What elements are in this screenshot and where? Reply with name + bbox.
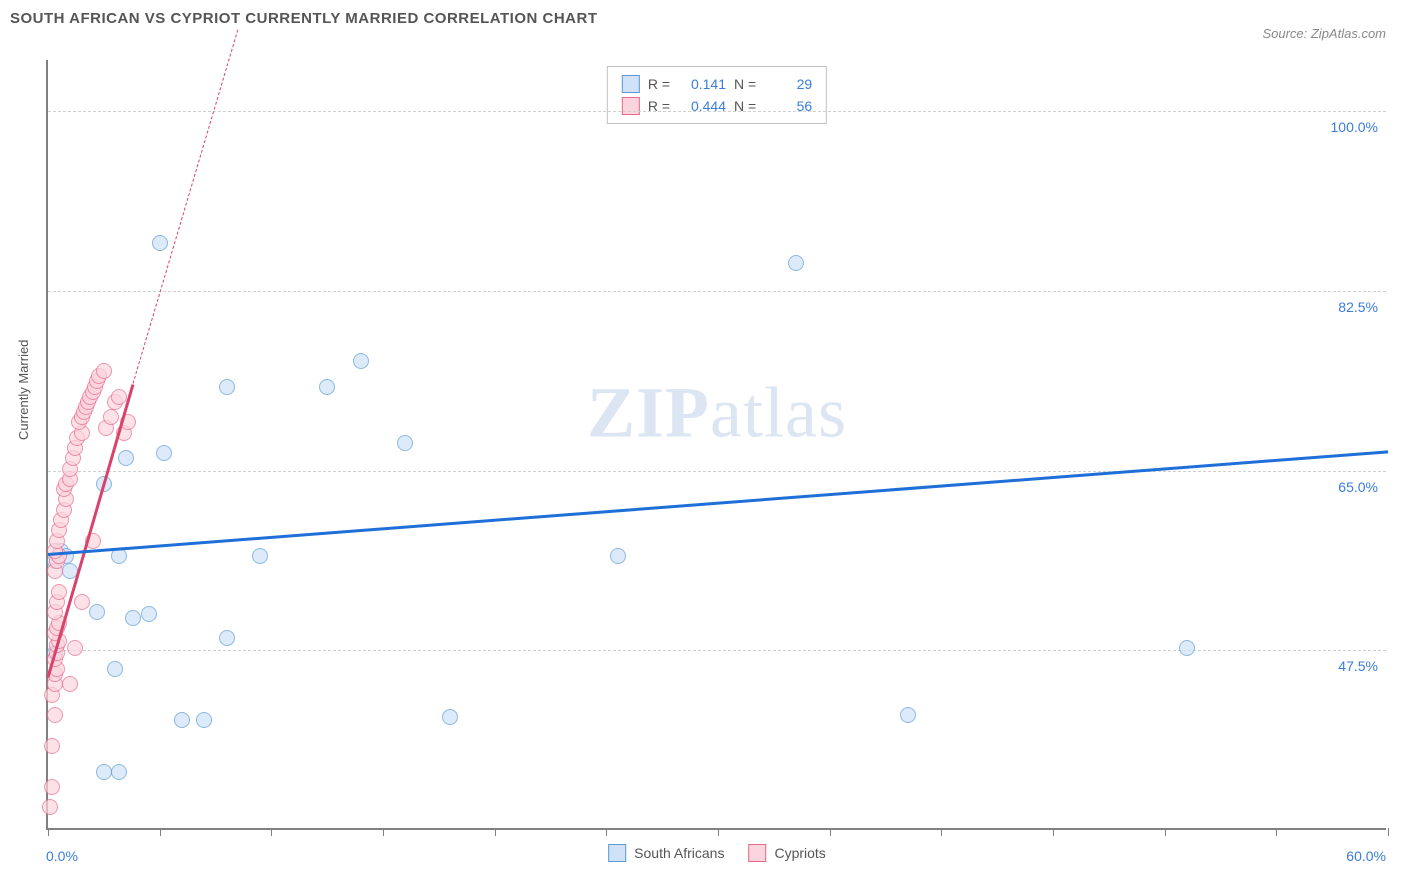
gridline [48,471,1386,472]
data-point [319,379,335,395]
data-point [96,363,112,379]
data-point [125,610,141,626]
data-point [610,548,626,564]
data-point [42,799,58,815]
x-tick [160,828,161,836]
data-point [442,709,458,725]
data-point [96,764,112,780]
chart-title: SOUTH AFRICAN VS CYPRIOT CURRENTLY MARRI… [10,10,1396,27]
y-tick-label: 65.0% [1338,479,1378,495]
data-point [219,630,235,646]
watermark: ZIPatlas [587,372,847,455]
legend-swatch-blue [622,75,640,93]
x-tick [1165,828,1166,836]
data-point [788,255,804,271]
y-tick-label: 47.5% [1338,658,1378,674]
x-tick [830,828,831,836]
source-attribution: Source: ZipAtlas.com [1262,26,1386,41]
legend-stats: R = 0.141 N = 29 R = 0.444 N = 56 [607,66,827,124]
data-point [900,707,916,723]
data-point [44,779,60,795]
n-label: N = [734,95,756,117]
x-tick [1053,828,1054,836]
r-value: 0.444 [678,95,726,117]
r-label: R = [648,95,670,117]
legend-stats-row: R = 0.444 N = 56 [622,95,812,117]
watermark-light: atlas [710,373,847,453]
y-tick-label: 82.5% [1338,299,1378,315]
data-point [252,548,268,564]
chart-container: SOUTH AFRICAN VS CYPRIOT CURRENTLY MARRI… [10,10,1396,882]
data-point [44,738,60,754]
data-point [397,435,413,451]
legend-swatch-blue [608,844,626,862]
trend-line [48,450,1388,556]
trend-line [132,30,238,384]
data-point [103,409,119,425]
gridline [48,291,1386,292]
data-point [156,445,172,461]
legend-item: South Africans [608,844,724,862]
x-tick [606,828,607,836]
y-tick-label: 100.0% [1331,119,1378,135]
data-point [174,712,190,728]
n-value: 29 [764,73,812,95]
data-point [89,604,105,620]
legend-series: South Africans Cypriots [608,844,826,862]
x-tick [1388,828,1389,836]
x-tick [48,828,49,836]
data-point [62,676,78,692]
x-tick [271,828,272,836]
x-axis-max-label: 60.0% [1346,848,1386,864]
data-point [118,450,134,466]
data-point [111,764,127,780]
watermark-bold: ZIP [587,373,710,453]
x-tick [383,828,384,836]
legend-label: South Africans [634,845,724,861]
legend-item: Cypriots [748,844,825,862]
data-point [196,712,212,728]
x-tick [495,828,496,836]
x-tick [718,828,719,836]
data-point [152,235,168,251]
data-point [1179,640,1195,656]
gridline [48,111,1386,112]
x-tick [941,828,942,836]
r-value: 0.141 [678,73,726,95]
legend-swatch-pink [748,844,766,862]
data-point [47,707,63,723]
data-point [219,379,235,395]
n-label: N = [734,73,756,95]
x-tick [1276,828,1277,836]
r-label: R = [648,73,670,95]
x-axis-min-label: 0.0% [46,848,78,864]
legend-stats-row: R = 0.141 N = 29 [622,73,812,95]
data-point [141,606,157,622]
data-point [74,594,90,610]
data-point [353,353,369,369]
data-point [67,640,83,656]
n-value: 56 [764,95,812,117]
data-point [107,661,123,677]
y-axis-label: Currently Married [16,340,31,440]
legend-label: Cypriots [774,845,825,861]
data-point [51,584,67,600]
plot-area: ZIPatlas R = 0.141 N = 29 R = 0.444 N = … [46,60,1386,830]
